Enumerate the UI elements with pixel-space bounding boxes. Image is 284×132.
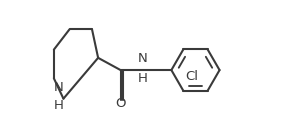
Text: O: O	[115, 97, 126, 110]
Text: N: N	[54, 81, 64, 94]
Text: N: N	[138, 52, 148, 65]
Text: H: H	[54, 99, 64, 112]
Text: Cl: Cl	[185, 70, 199, 83]
Text: H: H	[138, 72, 148, 85]
